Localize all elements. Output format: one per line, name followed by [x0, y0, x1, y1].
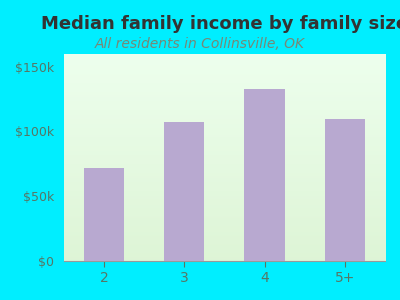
Bar [84, 168, 124, 261]
Title: Median family income by family size: Median family income by family size [41, 15, 400, 33]
Bar [325, 118, 365, 261]
Bar [164, 122, 204, 261]
Bar [244, 89, 285, 261]
Text: All residents in Collinsville, OK: All residents in Collinsville, OK [95, 37, 305, 51]
